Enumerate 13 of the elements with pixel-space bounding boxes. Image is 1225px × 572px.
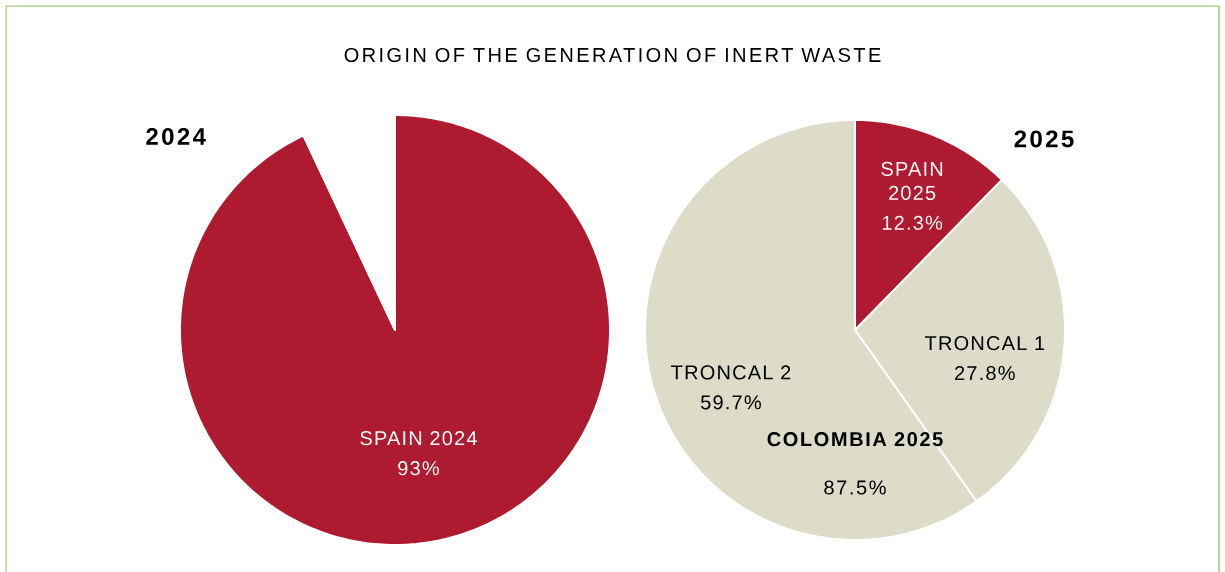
data-label: 27.8% [955, 365, 1015, 381]
data-label: 59.7% [701, 395, 761, 410]
slice-label: SPAIN 2025 [881, 161, 943, 200]
slice-label: SPAIN 2024 [360, 431, 477, 446]
chart-subtitle: 2025 [1014, 130, 1074, 148]
chart-title: ORIGIN OF THE GENERATION OF INERT WASTE [344, 47, 881, 63]
data-label: 12.3% [882, 215, 943, 230]
slice-label: TRONCAL 2 [671, 365, 791, 380]
text: 87.5% [824, 480, 886, 495]
slice-label: TRONCAL 1 [924, 336, 1045, 351]
data-label: 93% [398, 461, 439, 476]
chart-subtitle: 2024 [146, 127, 206, 145]
text: COLOMBIA 2025 [767, 432, 943, 447]
